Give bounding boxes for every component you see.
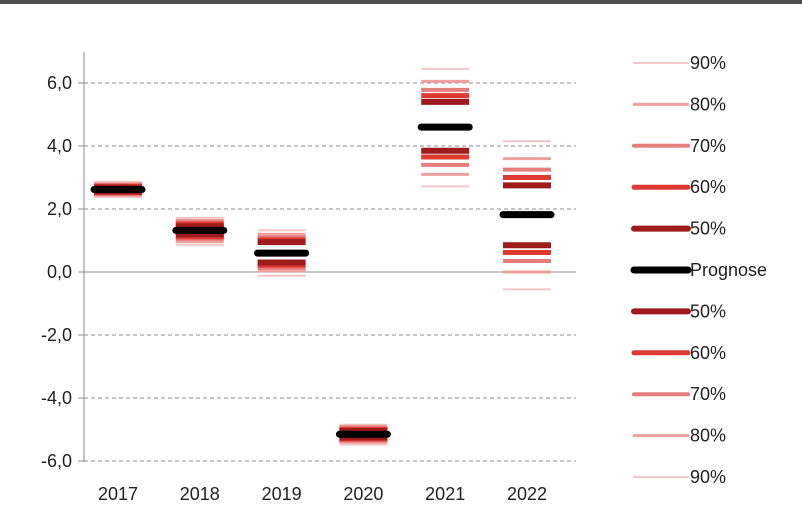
y-tick-label: 0,0: [47, 262, 72, 282]
legend-label: 70%: [690, 136, 726, 156]
x-tick-label: 2021: [425, 484, 465, 504]
x-tick-label: 2018: [180, 484, 220, 504]
y-tick-label: -6,0: [41, 451, 72, 471]
y-axis-tick-labels: 6,0 4,0 2,0 0,0 -2,0 -4,0 -6,0: [41, 73, 72, 471]
legend-label: 80%: [690, 426, 726, 446]
y-tick-label: 6,0: [47, 73, 72, 93]
top-border-bar: [0, 0, 802, 4]
legend-label: 70%: [690, 384, 726, 404]
x-tick-label: 2020: [343, 484, 383, 504]
axes: [78, 52, 576, 462]
y-tick-label: -2,0: [41, 325, 72, 345]
legend: 90% 80% 70% 60% 50% Prognose 50% 60% 70% 80% 90%: [630, 53, 767, 487]
x-tick-label: 2019: [262, 484, 302, 504]
y-tick-label: -4,0: [41, 388, 72, 408]
legend-label: 90%: [690, 53, 726, 73]
gridlines: [84, 82, 576, 462]
legend-label: 50%: [690, 301, 726, 321]
legend-label: 90%: [690, 467, 726, 487]
legend-label: 60%: [690, 177, 726, 197]
x-axis-tick-labels: 2017 2018 2019 2020 2021 2022: [98, 484, 547, 504]
y-tick-label: 4,0: [47, 136, 72, 156]
y-tick-label: 2,0: [47, 199, 72, 219]
data-marks: [90, 67, 555, 446]
x-tick-label: 2022: [507, 484, 547, 504]
legend-label: Prognose: [690, 260, 767, 280]
legend-label: 50%: [690, 219, 726, 239]
legend-label: 80%: [690, 94, 726, 114]
legend-label: 60%: [690, 343, 726, 363]
x-tick-label: 2017: [98, 484, 138, 504]
